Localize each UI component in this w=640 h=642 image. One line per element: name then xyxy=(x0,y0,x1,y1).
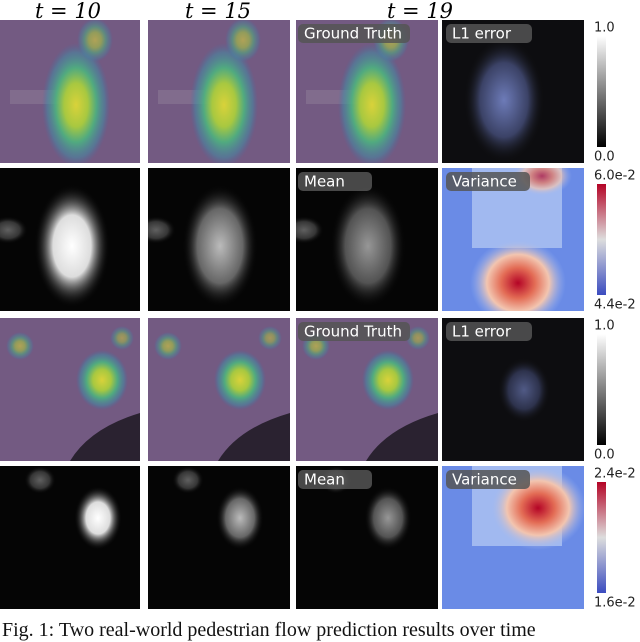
label-box xyxy=(446,24,532,43)
intensity-blob xyxy=(42,43,110,163)
lawn xyxy=(218,413,290,461)
label-box xyxy=(446,322,532,341)
intensity-blob xyxy=(498,358,550,422)
intensity-blob xyxy=(464,38,544,162)
image-panel xyxy=(0,466,140,609)
intensity-blob xyxy=(76,350,128,410)
intensity-blob xyxy=(296,216,324,244)
panel-label: Ground Truth xyxy=(304,25,402,43)
image-panel xyxy=(0,168,140,311)
image-panel xyxy=(442,20,584,163)
image-panel xyxy=(148,20,290,163)
colorbar-max-label: 6.0e-2 xyxy=(594,169,636,184)
column-header: t = 10 xyxy=(35,0,101,23)
image-panel xyxy=(0,20,140,163)
image-panel xyxy=(296,20,438,163)
panel-label: Variance xyxy=(452,471,517,489)
intensity-blob xyxy=(110,326,134,350)
label-box xyxy=(446,470,530,489)
panel-background xyxy=(148,466,290,609)
image-panel xyxy=(148,168,290,311)
intensity-blob xyxy=(154,332,182,360)
image-panel xyxy=(296,318,438,461)
image-panel xyxy=(0,318,140,461)
colorbar-min-label: 0.0 xyxy=(594,150,615,165)
column-header: t = 15 xyxy=(185,0,251,23)
image-panel xyxy=(148,318,290,461)
colorbar-max-label: 2.4e-2 xyxy=(594,467,636,482)
intensity-blob xyxy=(214,350,266,410)
intensity-blob xyxy=(24,466,56,494)
lawn xyxy=(70,413,140,461)
intensity-blob xyxy=(364,486,412,550)
label-box xyxy=(298,24,410,43)
image-panel xyxy=(296,168,438,311)
intensity-blob xyxy=(0,216,28,244)
image-panel xyxy=(148,466,290,609)
lawn xyxy=(366,413,438,461)
intensity-blob xyxy=(74,486,122,550)
label-box xyxy=(298,470,372,489)
label-box xyxy=(298,172,372,191)
intensity-blob xyxy=(258,326,282,350)
colorbar xyxy=(597,184,606,295)
intensity-blob xyxy=(338,43,406,163)
intensity-blob xyxy=(77,20,113,62)
intensity-blob xyxy=(216,486,264,550)
colorbar xyxy=(597,334,606,445)
intensity-blob xyxy=(225,20,261,62)
image-panel xyxy=(442,318,584,461)
intensity-blob xyxy=(406,326,430,350)
caption: Fig. 1: Two real-world pedestrian flow p… xyxy=(2,619,536,641)
panel-background xyxy=(296,466,438,609)
panel-label: Variance xyxy=(452,173,517,191)
intensity-blob xyxy=(470,239,566,311)
panel-label: L1 error xyxy=(452,25,512,43)
colorbar-max-label: 1.0 xyxy=(594,319,615,334)
column-header: t = 19 xyxy=(387,0,453,23)
panel-label: L1 error xyxy=(452,323,512,341)
label-box xyxy=(298,322,410,341)
colorbar-min-label: 4.4e-2 xyxy=(594,298,636,313)
colorbar-max-label: 1.0 xyxy=(594,21,615,36)
colorbar xyxy=(597,482,606,593)
intensity-blob xyxy=(34,184,110,308)
panel-label: Mean xyxy=(304,173,345,191)
intensity-blob xyxy=(182,184,258,308)
intensity-blob xyxy=(190,43,258,163)
panel-background xyxy=(0,466,140,609)
label-box xyxy=(446,172,530,191)
panel-label: Mean xyxy=(304,471,345,489)
colorbar xyxy=(597,36,606,147)
intensity-blob xyxy=(362,350,414,410)
colorbar-min-label: 1.6e-2 xyxy=(594,596,636,611)
intensity-blob xyxy=(6,332,34,360)
intensity-blob xyxy=(148,216,176,244)
intensity-blob xyxy=(330,184,406,308)
intensity-blob xyxy=(172,466,204,494)
panel-label: Ground Truth xyxy=(304,323,402,341)
colorbar-min-label: 0.0 xyxy=(594,448,615,463)
image-panel xyxy=(296,466,438,609)
